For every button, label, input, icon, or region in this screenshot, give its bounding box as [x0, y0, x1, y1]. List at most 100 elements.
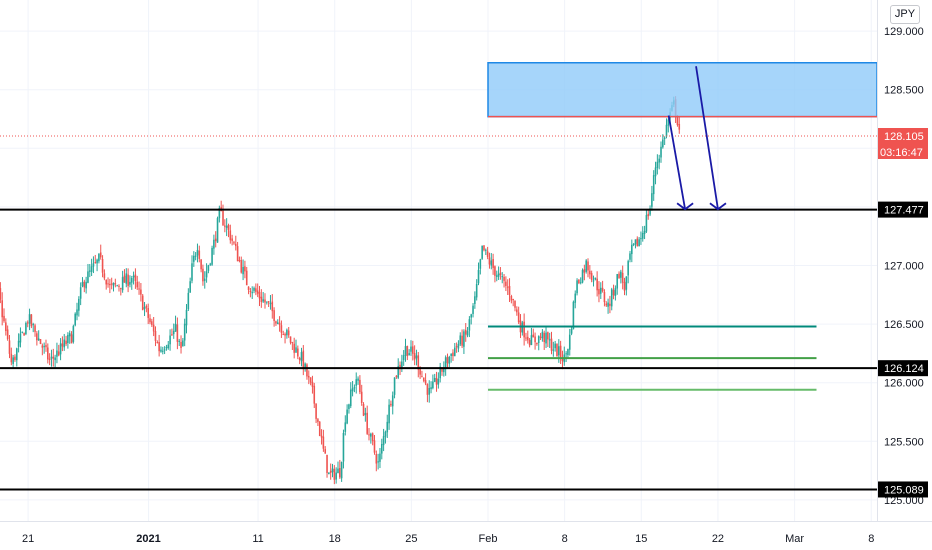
candle-body: [488, 257, 491, 265]
candle-body: [368, 434, 370, 436]
candle-body: [643, 230, 646, 234]
candle-body: [421, 376, 423, 378]
candle-body: [528, 339, 531, 346]
price-axis[interactable]: 129.000128.500128.000127.500127.000126.5…: [884, 26, 924, 507]
candle-body: [618, 273, 620, 279]
candle-body: [408, 353, 410, 356]
candle-body: [348, 404, 350, 409]
candle-body: [329, 470, 332, 473]
candle-body: [523, 321, 525, 338]
candle-body: [163, 349, 166, 351]
candle-body: [337, 468, 339, 474]
candle-body: [25, 323, 27, 335]
candle-body: [59, 343, 62, 355]
candle-body: [651, 193, 653, 207]
candle-body: [306, 364, 308, 377]
candle-body: [495, 275, 498, 277]
candle-body: [307, 375, 310, 378]
candle-body: [592, 280, 595, 282]
candle-body: [211, 247, 213, 265]
candle-body: [388, 404, 390, 424]
candle-body: [65, 340, 67, 345]
candle-body: [130, 277, 133, 283]
currency-badge[interactable]: JPY: [890, 5, 920, 24]
candle-body: [587, 261, 589, 271]
candle-body: [426, 383, 429, 395]
candle-body: [116, 285, 118, 287]
candle-body: [430, 387, 432, 390]
candle-body: [479, 259, 482, 269]
candle-body: [15, 348, 18, 361]
candle-body: [366, 412, 368, 434]
candle-body: [322, 436, 325, 449]
candle-body: [401, 361, 403, 369]
time-axis[interactable]: 21 2021 11 18 25 Feb 8 15 22 Mar 8: [22, 533, 874, 545]
candle-body: [107, 283, 109, 285]
candle-body: [132, 275, 135, 278]
projection-arrow[interactable]: [667, 115, 686, 210]
resistance-zone[interactable]: [487, 62, 878, 118]
candle-body: [242, 266, 244, 275]
candle-body: [412, 346, 414, 354]
candle-body: [632, 243, 635, 245]
grid-lines: [0, 0, 877, 521]
candle-body: [459, 335, 462, 345]
candle-body: [198, 250, 201, 259]
candle-body: [6, 329, 9, 340]
candle-body: [413, 353, 416, 360]
candle-body: [581, 269, 584, 283]
candle-body: [225, 225, 228, 228]
candle-body: [466, 331, 469, 336]
candle-body: [101, 259, 104, 273]
candle-body: [282, 334, 285, 336]
candle-body: [598, 288, 600, 295]
candle-body: [194, 255, 197, 257]
candle-body: [0, 288, 2, 300]
candle-body: [397, 366, 400, 378]
arrow-head: [676, 202, 694, 211]
candle-body: [521, 322, 524, 333]
candle-body: [167, 344, 170, 349]
horizontal-levels[interactable]: [0, 135, 877, 491]
candle-body: [395, 375, 398, 377]
candle-body: [652, 175, 655, 195]
projection-arrows[interactable]: [667, 66, 727, 211]
candle-body: [516, 309, 518, 313]
candle-body: [110, 283, 113, 285]
candle-body: [218, 207, 221, 219]
candle-body: [269, 302, 272, 305]
candle-body: [187, 292, 190, 310]
candle-body: [579, 282, 582, 284]
candle-body: [145, 306, 148, 308]
projection-arrow[interactable]: [695, 66, 719, 210]
candle-body: [583, 269, 586, 273]
candle-body: [627, 261, 629, 276]
candle-body: [333, 468, 336, 480]
candle-body: [295, 347, 297, 353]
candle-body: [530, 335, 533, 345]
candle-body: [373, 440, 376, 453]
candle-body: [599, 287, 602, 294]
candle-body: [654, 167, 657, 177]
candle-body: [240, 260, 243, 273]
candle-body: [558, 346, 560, 356]
x-tick-label: Feb: [479, 533, 498, 545]
x-tick-label: 21: [22, 533, 34, 545]
candle-body: [147, 308, 149, 318]
candle-body: [490, 260, 493, 266]
drawing-objects[interactable]: [487, 62, 878, 391]
candle-body: [481, 245, 483, 259]
candle-body: [596, 278, 598, 291]
candle-body: [379, 453, 381, 462]
candle-body: [253, 287, 255, 291]
candle-body: [149, 318, 151, 323]
candle-body: [359, 379, 361, 393]
candle-body: [589, 270, 591, 275]
candle-body: [517, 312, 520, 323]
candle-body: [415, 355, 418, 359]
x-tick-label: 22: [712, 533, 724, 545]
candle-body: [233, 242, 235, 244]
candle-body: [28, 314, 31, 324]
candle-body: [328, 472, 330, 475]
